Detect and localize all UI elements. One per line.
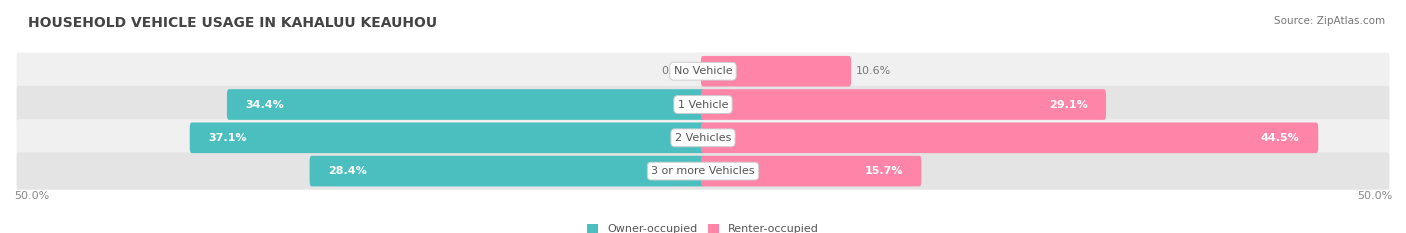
- Text: 10.6%: 10.6%: [856, 66, 891, 76]
- Text: 2 Vehicles: 2 Vehicles: [675, 133, 731, 143]
- Text: 37.1%: 37.1%: [208, 133, 247, 143]
- Text: 28.4%: 28.4%: [328, 166, 367, 176]
- Text: 44.5%: 44.5%: [1261, 133, 1299, 143]
- FancyBboxPatch shape: [17, 119, 1389, 156]
- FancyBboxPatch shape: [702, 156, 921, 186]
- Text: 1 Vehicle: 1 Vehicle: [678, 99, 728, 110]
- Text: 50.0%: 50.0%: [1357, 191, 1392, 201]
- FancyBboxPatch shape: [309, 156, 704, 186]
- Legend: Owner-occupied, Renter-occupied: Owner-occupied, Renter-occupied: [582, 220, 824, 233]
- FancyBboxPatch shape: [702, 89, 1107, 120]
- FancyBboxPatch shape: [17, 152, 1389, 190]
- FancyBboxPatch shape: [226, 89, 704, 120]
- Text: 50.0%: 50.0%: [14, 191, 49, 201]
- Text: No Vehicle: No Vehicle: [673, 66, 733, 76]
- Text: 0.0%: 0.0%: [661, 66, 689, 76]
- Text: 15.7%: 15.7%: [865, 166, 903, 176]
- Text: 3 or more Vehicles: 3 or more Vehicles: [651, 166, 755, 176]
- FancyBboxPatch shape: [190, 123, 704, 153]
- FancyBboxPatch shape: [702, 123, 1319, 153]
- FancyBboxPatch shape: [17, 86, 1389, 123]
- Text: 29.1%: 29.1%: [1049, 99, 1087, 110]
- Text: 34.4%: 34.4%: [246, 99, 284, 110]
- Text: Source: ZipAtlas.com: Source: ZipAtlas.com: [1274, 16, 1385, 26]
- FancyBboxPatch shape: [17, 53, 1389, 90]
- Text: HOUSEHOLD VEHICLE USAGE IN KAHALUU KEAUHOU: HOUSEHOLD VEHICLE USAGE IN KAHALUU KEAUH…: [28, 16, 437, 30]
- FancyBboxPatch shape: [702, 56, 851, 86]
